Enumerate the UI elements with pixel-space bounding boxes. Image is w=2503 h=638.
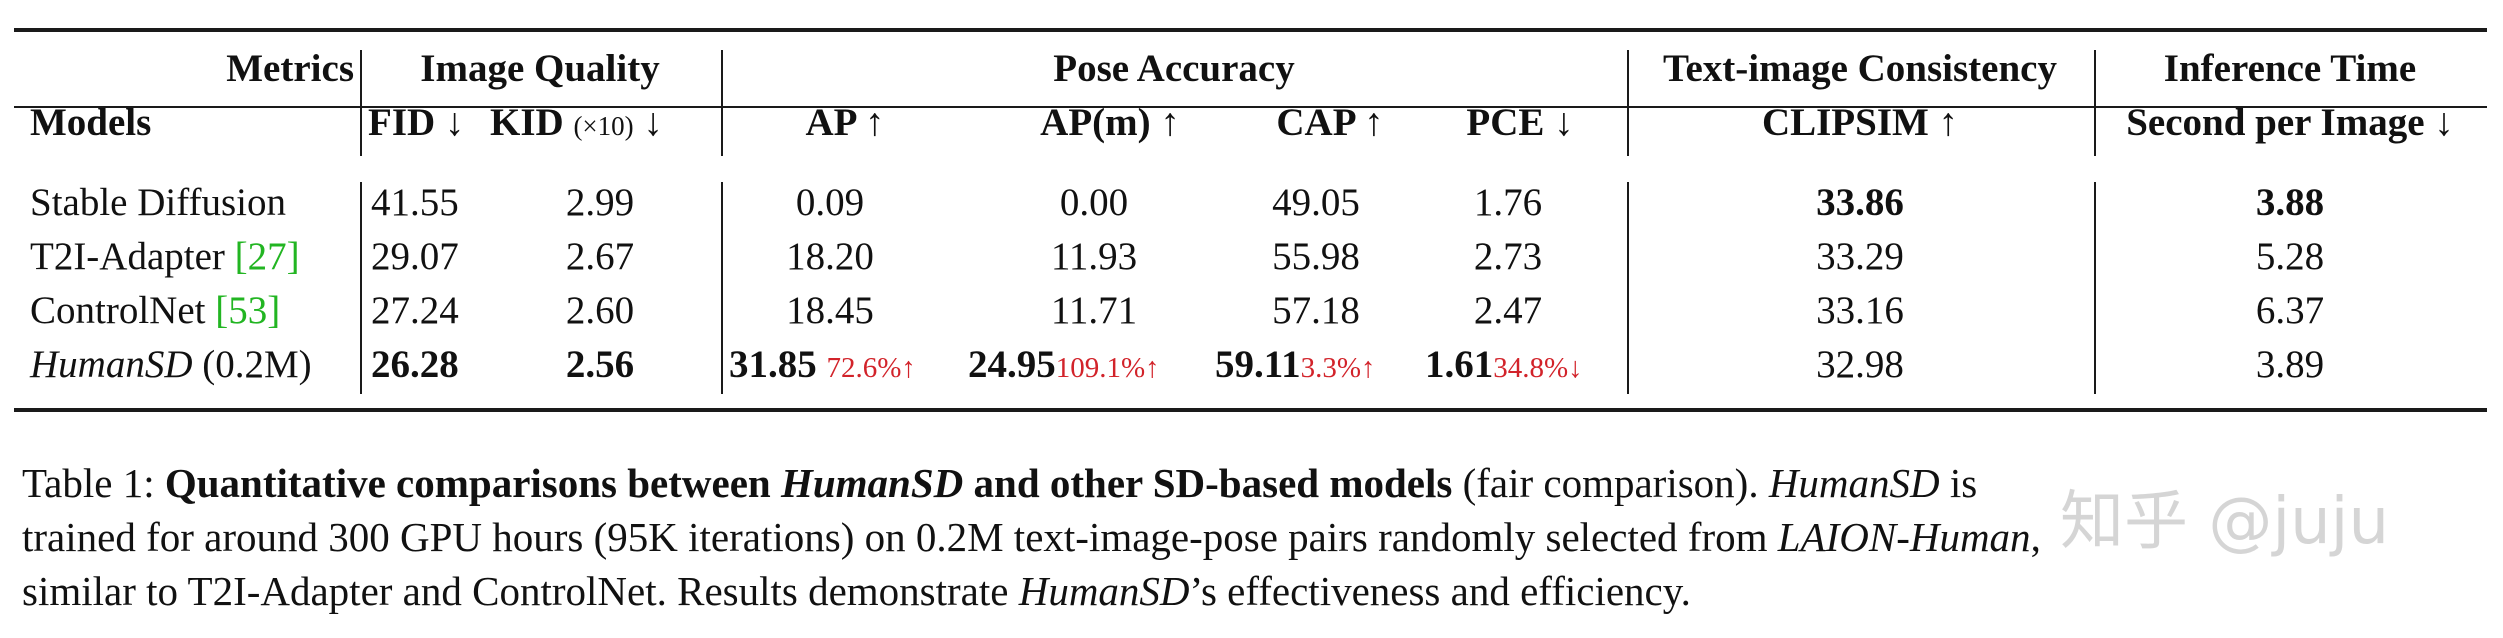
watermark: 知乎 @juju: [2060, 485, 2390, 559]
row3-pce: 2.47: [1473, 289, 1543, 332]
row4-ap: 31.85 72.6%↑: [729, 342, 916, 387]
row2-pce: 2.73: [1473, 235, 1543, 278]
vrule-header-2: [721, 50, 723, 156]
row2-fid: 29.07: [371, 235, 459, 278]
row2-kid: 2.67: [565, 235, 635, 278]
row4-fid: 26.28: [371, 343, 459, 386]
col-kid-label: KID: [490, 101, 564, 144]
col-apm: AP(m) ↑: [1040, 101, 1180, 144]
col-kid-scale: (×10): [573, 111, 634, 141]
row1-pce: 1.76: [1473, 181, 1543, 224]
caption-bold-b: and other SD-based models: [963, 460, 1453, 506]
row4-cap-value: 59.11: [1215, 343, 1301, 386]
row4-pce-value: 1.61: [1425, 343, 1494, 386]
row4-model-name: HumanSD: [30, 343, 193, 386]
row1-model: Stable Diffusion: [30, 181, 287, 224]
row4-pce: 1.6134.8%↓: [1425, 342, 1583, 387]
row1-time: 3.88: [2255, 181, 2325, 224]
caption-bold-italic: HumanSD: [780, 460, 964, 506]
col-pce: PCE ↓: [1466, 101, 1574, 144]
row3-time: 6.37: [2255, 289, 2325, 332]
row2-model: T2I-Adapter [27]: [30, 234, 300, 279]
bottom-rule: [14, 408, 2487, 412]
col-cap: CAP ↑: [1276, 101, 1384, 144]
caption-line3-a: similar to T2I-Adapter and ControlNet. R…: [22, 568, 1019, 614]
row4-model-suffix: (0.2M): [192, 343, 312, 386]
row2-apm: 11.93: [1050, 235, 1138, 278]
caption-line2-italic: LAION-Human: [1777, 514, 2031, 560]
caption-line2-b: ,: [2030, 514, 2041, 560]
metrics-label: Metrics: [226, 47, 354, 90]
row3-clipsim: 33.16: [1816, 289, 1904, 332]
row3-kid: 2.60: [565, 289, 635, 332]
vrule-body-4: [2094, 182, 2096, 394]
row2-ref-link[interactable]: [27]: [234, 235, 300, 278]
col-second: Second per Image ↓: [2126, 101, 2454, 144]
row1-clipsim: 33.86: [1816, 181, 1904, 224]
row3-cap: 57.18: [1272, 289, 1360, 332]
row4-apm: 24.95109.1%↑: [968, 342, 1160, 387]
row1-fid: 41.55: [371, 181, 459, 224]
group-text-image: Text-image Consistency: [1663, 47, 2057, 90]
row4-kid: 2.56: [565, 343, 635, 386]
vrule-header-3: [1627, 50, 1629, 156]
header-rule: [14, 106, 2487, 108]
caption-line-1: Table 1: Quantitative comparisons betwee…: [22, 456, 2482, 510]
row2-ap: 18.20: [786, 235, 874, 278]
caption-bold-a: Quantitative comparisons between: [164, 460, 781, 506]
vrule-body-2: [721, 182, 723, 394]
col-fid: FID ↓: [368, 101, 465, 144]
table-caption: Table 1: Quantitative comparisons betwee…: [22, 456, 2482, 618]
row4-apm-delta: 109.1%↑: [1055, 352, 1160, 384]
caption-line3-italic: HumanSD: [1018, 568, 1190, 614]
models-label: Models: [30, 101, 152, 144]
row2-cap: 55.98: [1272, 235, 1360, 278]
caption-text-1: (fair comparison).: [1452, 460, 1769, 506]
row4-model: HumanSD (0.2M): [30, 342, 312, 387]
caption-line-3: similar to T2I-Adapter and ControlNet. R…: [22, 564, 2482, 618]
caption-italic-1: HumanSD: [1768, 460, 1940, 506]
row4-cap: 59.113.3%↑: [1215, 342, 1376, 387]
row2-model-name: T2I-Adapter: [30, 235, 235, 278]
col-clipsim: CLIPSIM ↑: [1761, 101, 1959, 144]
caption-text-2: is: [1939, 460, 1978, 506]
group-image-quality: Image Quality: [420, 47, 660, 90]
caption-line3-b: ’s effectiveness and efficiency.: [1189, 568, 1691, 614]
row4-cap-delta: 3.3%↑: [1300, 352, 1376, 384]
row1-kid: 2.99: [565, 181, 635, 224]
row1-ap: 0.09: [795, 181, 865, 224]
row1-cap: 49.05: [1272, 181, 1360, 224]
col-ap: AP ↑: [805, 101, 885, 144]
row4-apm-value: 24.95: [968, 343, 1056, 386]
row2-time: 5.28: [2255, 235, 2325, 278]
row4-clipsim: 32.98: [1816, 343, 1904, 386]
vrule-body-1: [360, 182, 362, 394]
row3-model: ControlNet [53]: [30, 288, 280, 333]
row3-model-name: ControlNet: [30, 289, 216, 332]
group-pose-accuracy: Pose Accuracy: [1053, 47, 1295, 90]
row4-ap-value: 31.85: [729, 343, 817, 386]
row3-ap: 18.45: [786, 289, 874, 332]
row4-ap-delta: 72.6%↑: [826, 352, 916, 384]
caption-line-2: trained for around 300 GPU hours (95K it…: [22, 510, 2482, 564]
row3-apm: 11.71: [1050, 289, 1138, 332]
caption-line2-a: trained for around 300 GPU hours (95K it…: [22, 514, 1778, 560]
caption-label: Table 1:: [22, 460, 165, 506]
row1-apm: 0.00: [1059, 181, 1129, 224]
row2-clipsim: 33.29: [1816, 235, 1904, 278]
col-kid: KID (×10) ↓: [490, 100, 663, 145]
row3-fid: 27.24: [371, 289, 459, 332]
top-rule: [14, 28, 2487, 32]
row3-ref-link[interactable]: [53]: [215, 289, 281, 332]
row4-pce-delta: 34.8%↓: [1493, 352, 1583, 384]
group-inference: Inference Time: [2163, 47, 2417, 90]
row4-time: 3.89: [2255, 343, 2325, 386]
vrule-header-4: [2094, 50, 2096, 156]
vrule-header-1: [360, 50, 362, 156]
vrule-body-3: [1627, 182, 1629, 394]
col-kid-arrow: ↓: [643, 101, 663, 144]
